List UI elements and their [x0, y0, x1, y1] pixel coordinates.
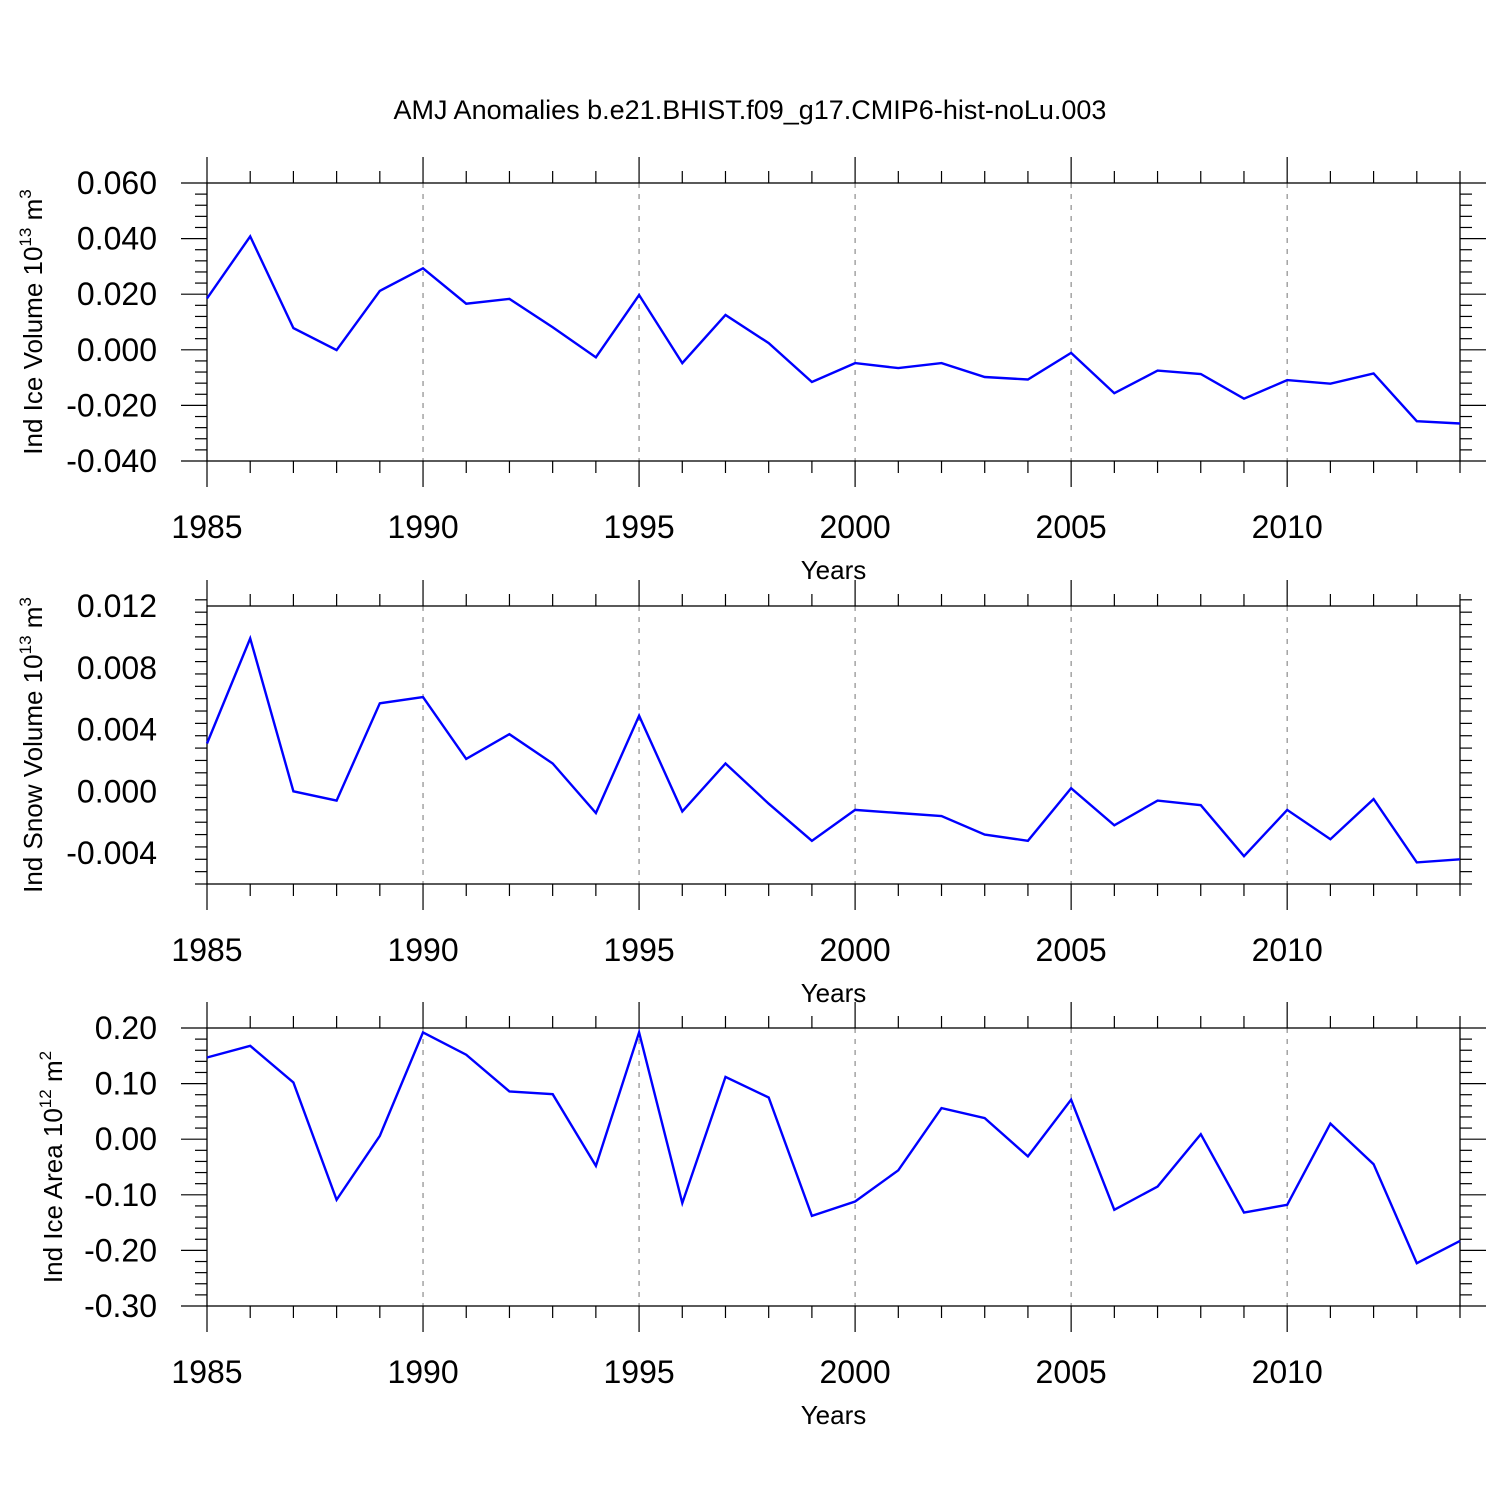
plot-frame: [206, 182, 1461, 462]
x-axis-label: Years: [801, 978, 867, 1008]
panel-1: 1985 1990 1995 2000 2005 2010 -0.040 -0.020 0.00…: [16, 157, 1486, 585]
x-tick-label: 1995: [603, 509, 674, 545]
y-tick-label: -0.30: [84, 1288, 157, 1324]
x-tick-label: 2010: [1252, 509, 1323, 545]
y-tick-label: 0.060: [77, 165, 157, 201]
y-tick-label: -0.020: [66, 387, 157, 423]
x-tick-label: 2005: [1036, 1354, 1107, 1390]
y-axis-label-exponent: 13: [16, 228, 35, 247]
y-tick-label: 0.004: [77, 712, 157, 748]
y-axis-label-unit-exponent: 3: [16, 189, 35, 198]
x-tick-label: 2010: [1252, 932, 1323, 968]
y-tick-label: -0.10: [84, 1177, 157, 1213]
y-tick-label: 0.000: [77, 773, 157, 809]
y-axis-label: Ind Snow Volume 1013 m3: [16, 597, 48, 893]
panel-2: 1985 1990 1995 2000 2005 2010 -0.004 0.000 0.004…: [16, 580, 1472, 1008]
x-tick-label: 1985: [171, 1354, 242, 1390]
y-tick-label: 0.040: [77, 221, 157, 257]
y-tick-label: -0.004: [66, 835, 157, 871]
x-tick-label: 2005: [1036, 509, 1107, 545]
y-axis-label-text: Ind Snow Volume 10: [18, 654, 48, 893]
x-tick-label: 2000: [820, 509, 891, 545]
x-tick-label: 1985: [171, 509, 242, 545]
y-axis-label-exponent: 13: [16, 635, 35, 654]
y-axis-label-unit-exponent: 2: [36, 1051, 55, 1060]
y-tick-label: 0.10: [95, 1066, 157, 1102]
x-axis-label: Years: [801, 555, 867, 585]
x-axis-label: Years: [801, 1400, 867, 1430]
y-axis-label: Ind Ice Volume 1013 m3: [16, 189, 48, 454]
series-line: [206, 1028, 1461, 1265]
y-tick-label: 0.008: [77, 650, 157, 686]
panel-3: 1985 1990 1995 2000 2005 2010 -0.30 -0.20 -0.10 0…: [36, 1002, 1486, 1430]
x-tick-label: 2000: [820, 1354, 891, 1390]
series-line: [206, 234, 1461, 425]
y-tick-label: 0.020: [77, 276, 157, 312]
x-tick-label: 2010: [1252, 1354, 1323, 1390]
x-tick-label: 1995: [603, 1354, 674, 1390]
x-tick-label: 2000: [820, 932, 891, 968]
y-axis-label-text: Ind Ice Area 10: [38, 1108, 68, 1283]
x-tick-label: 1995: [603, 932, 674, 968]
y-tick-label: 0.012: [77, 588, 157, 624]
y-axis-label-unit: m: [18, 607, 48, 636]
plot-frame: [206, 1027, 1461, 1307]
y-tick-label: 0.20: [95, 1010, 157, 1046]
y-tick-label: -0.20: [84, 1232, 157, 1268]
plot-frame: [206, 605, 1461, 885]
series-line: [205, 634, 1461, 864]
y-axis-label-unit: m: [18, 199, 48, 228]
y-tick-label: -0.040: [66, 443, 157, 479]
panels: 1985 1990 1995 2000 2005 2010 -0.040 -0.020 0.00…: [16, 157, 1486, 1430]
y-tick-label: 0.00: [95, 1121, 157, 1157]
y-axis-label: Ind Ice Area 1012 m2: [36, 1051, 68, 1283]
y-axis-label-text: Ind Ice Volume 10: [18, 247, 48, 455]
y-axis-label-unit-exponent: 3: [16, 597, 35, 606]
y-axis-label-exponent: 12: [36, 1089, 55, 1108]
figure-title: AMJ Anomalies b.e21.BHIST.f09_g17.CMIP6-…: [394, 95, 1107, 125]
y-axis-label-unit: m: [38, 1060, 68, 1089]
x-tick-label: 1990: [387, 509, 458, 545]
x-tick-label: 1990: [387, 932, 458, 968]
x-tick-label: 1990: [387, 1354, 458, 1390]
x-tick-label: 1985: [171, 932, 242, 968]
y-tick-label: 0.000: [77, 332, 157, 368]
x-tick-label: 2005: [1036, 932, 1107, 968]
